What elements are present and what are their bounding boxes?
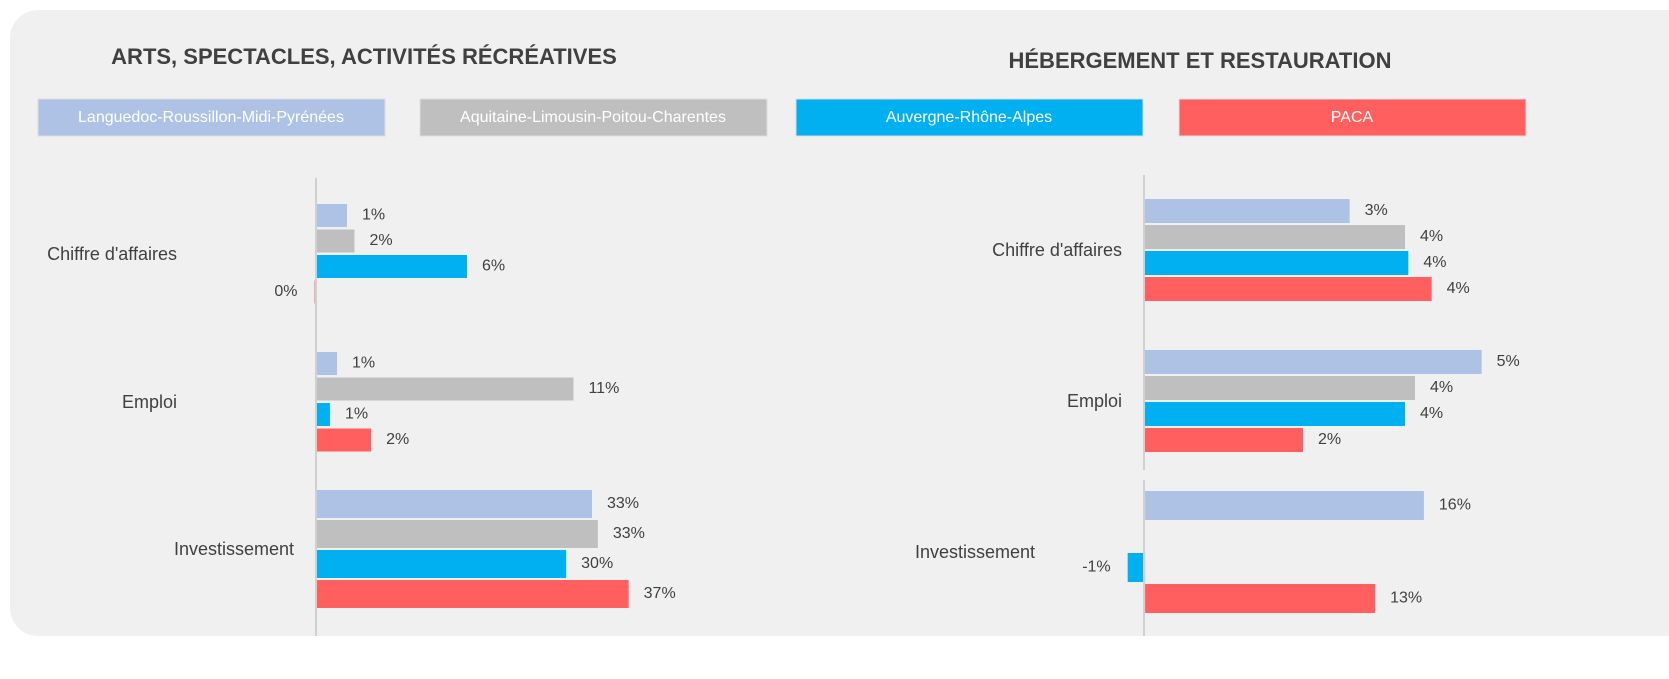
bar	[317, 428, 372, 452]
bar	[317, 204, 347, 227]
chart-title: ARTS, SPECTACLES, ACTIVITÉS RÉCRÉATIVES	[111, 44, 617, 69]
data-label: 4%	[1447, 280, 1470, 297]
legend-swatch	[419, 98, 768, 137]
category-label: Chiffre d'affaires	[992, 240, 1122, 260]
data-label: 2%	[370, 232, 393, 249]
category-label: Emploi	[122, 392, 177, 412]
data-label: 0%	[274, 283, 297, 300]
legend-label: PACA	[1331, 109, 1374, 126]
bar	[1145, 376, 1415, 400]
card	[10, 10, 1669, 636]
bar	[317, 520, 598, 548]
category-label: Investissement	[174, 539, 294, 559]
bar	[1145, 428, 1303, 452]
data-label: 4%	[1430, 379, 1453, 396]
data-label: 4%	[1423, 254, 1446, 271]
data-label: 2%	[386, 431, 409, 448]
bar	[1145, 491, 1424, 520]
legend-label: Languedoc-Roussillon-Midi-Pyrénées	[78, 109, 344, 126]
bar	[1127, 553, 1146, 582]
legend-swatch	[795, 98, 1144, 137]
bar	[317, 255, 467, 278]
data-label: 1%	[362, 207, 385, 224]
data-label: 33%	[607, 495, 639, 512]
data-label: 4%	[1420, 228, 1443, 245]
category-label: Chiffre d'affaires	[47, 244, 177, 264]
bar	[317, 580, 629, 608]
bar	[317, 490, 592, 518]
bar	[1145, 251, 1409, 275]
legend-swatch	[37, 98, 386, 137]
data-label: 2%	[1318, 431, 1341, 448]
data-label: -1%	[1082, 559, 1110, 576]
data-label: 1%	[352, 355, 375, 372]
data-label: 4%	[1420, 405, 1443, 422]
bar	[317, 403, 330, 426]
bar	[1145, 584, 1376, 613]
chart-title: HÉBERGEMENT ET RESTAURATION	[1009, 48, 1392, 73]
data-label: 13%	[1390, 590, 1422, 607]
data-label: 6%	[482, 258, 505, 275]
legend-label: Auvergne-Rhône-Alpes	[886, 109, 1052, 126]
data-label: 30%	[581, 555, 613, 572]
category-label: Emploi	[1067, 391, 1122, 411]
data-label: 1%	[345, 406, 368, 423]
bar	[317, 229, 355, 253]
bar	[1145, 350, 1482, 374]
bar	[1145, 225, 1405, 249]
data-label: 37%	[644, 585, 676, 602]
data-label: 3%	[1365, 202, 1388, 219]
category-label: Investissement	[915, 542, 1035, 562]
bar	[317, 352, 337, 375]
bar	[1145, 402, 1405, 426]
data-label: 16%	[1439, 497, 1471, 514]
data-label: 5%	[1497, 353, 1520, 370]
data-label: 11%	[588, 380, 619, 397]
data-label: 33%	[613, 525, 645, 542]
legend-swatch	[1178, 98, 1527, 137]
bar	[1145, 277, 1432, 301]
bar	[1145, 199, 1350, 223]
legend-label: Aquitaine-Limousin-Poitou-Charentes	[460, 109, 726, 126]
bar	[317, 550, 567, 578]
bar	[317, 377, 574, 401]
